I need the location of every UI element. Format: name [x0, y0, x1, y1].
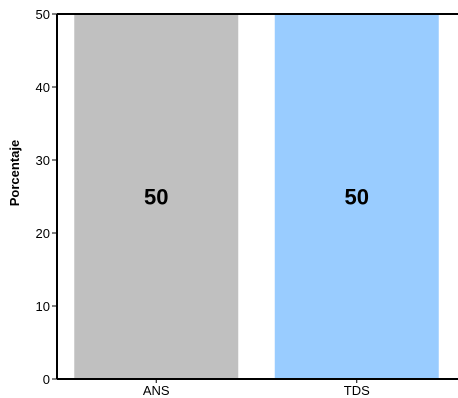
y-ticks: 0 10 20 30 40 50: [36, 7, 57, 387]
y-tick-label: 40: [36, 80, 50, 95]
x-tick-label-tds: TDS: [344, 383, 370, 398]
bar-ans: [74, 14, 239, 379]
x-tick-label-ans: ANS: [143, 383, 170, 398]
data-label-ans: 50: [144, 185, 168, 210]
y-tick-label: 0: [43, 372, 50, 387]
bar-tds: [274, 14, 439, 379]
y-tick-label: 20: [36, 226, 50, 241]
y-tick-label: 50: [36, 7, 50, 22]
y-axis-label: Porcentaje: [7, 140, 22, 206]
category-labels: ANS TDS: [143, 379, 370, 398]
y-tick-label: 30: [36, 153, 50, 168]
y-tick-label: 10: [36, 299, 50, 314]
bars: [74, 14, 439, 379]
data-labels: 50 50: [144, 185, 369, 210]
data-label-tds: 50: [345, 185, 369, 210]
